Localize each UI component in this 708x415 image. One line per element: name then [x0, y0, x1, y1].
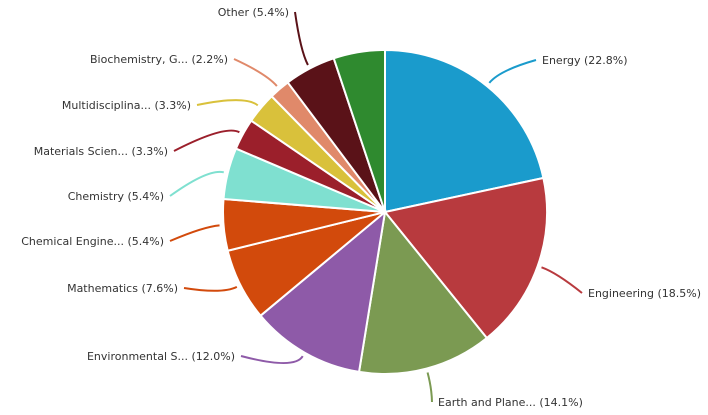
slice-label: Materials Scien... (3.3%): [34, 145, 168, 158]
leader-line: [426, 372, 433, 403]
pie-labels: Energy (22.8%) Engineering (18.5%) Earth a…: [21, 6, 701, 409]
slice-label: Multidisciplina... (3.3%): [62, 99, 191, 112]
pie-slice: [384, 48, 545, 214]
slice-label: Mathematics (7.6%): [67, 282, 178, 295]
leader-line: [240, 355, 304, 364]
slice-label: Biochemistry, G... (2.2%): [90, 53, 228, 66]
pie-slice: [383, 176, 548, 340]
leader-line: [541, 266, 583, 294]
slice-label: Environmental S... (12.0%): [87, 350, 235, 363]
slice-label: Energy (22.8%): [542, 54, 628, 67]
pie-slices: [222, 48, 548, 375]
pie-leader-lines: [169, 11, 583, 403]
slice-label: Earth and Plane... (14.1%): [438, 396, 583, 409]
leader-line: [173, 129, 240, 152]
leader-line: [488, 59, 537, 84]
leader-line: [294, 11, 309, 66]
leader-line: [196, 99, 259, 107]
leader-line: [169, 170, 225, 197]
leader-line: [233, 58, 278, 87]
leader-line: [183, 285, 238, 292]
pie-slice: [332, 48, 386, 213]
slice-label: Engineering (18.5%): [588, 287, 701, 300]
leader-line: [169, 224, 220, 242]
pie-slice: [259, 209, 387, 374]
slice-label: Chemical Engine... (5.4%): [21, 235, 164, 248]
pie-slice: [357, 209, 489, 375]
slice-label: Chemistry (5.4%): [68, 190, 164, 203]
slice-label: Other (5.4%): [218, 6, 289, 19]
